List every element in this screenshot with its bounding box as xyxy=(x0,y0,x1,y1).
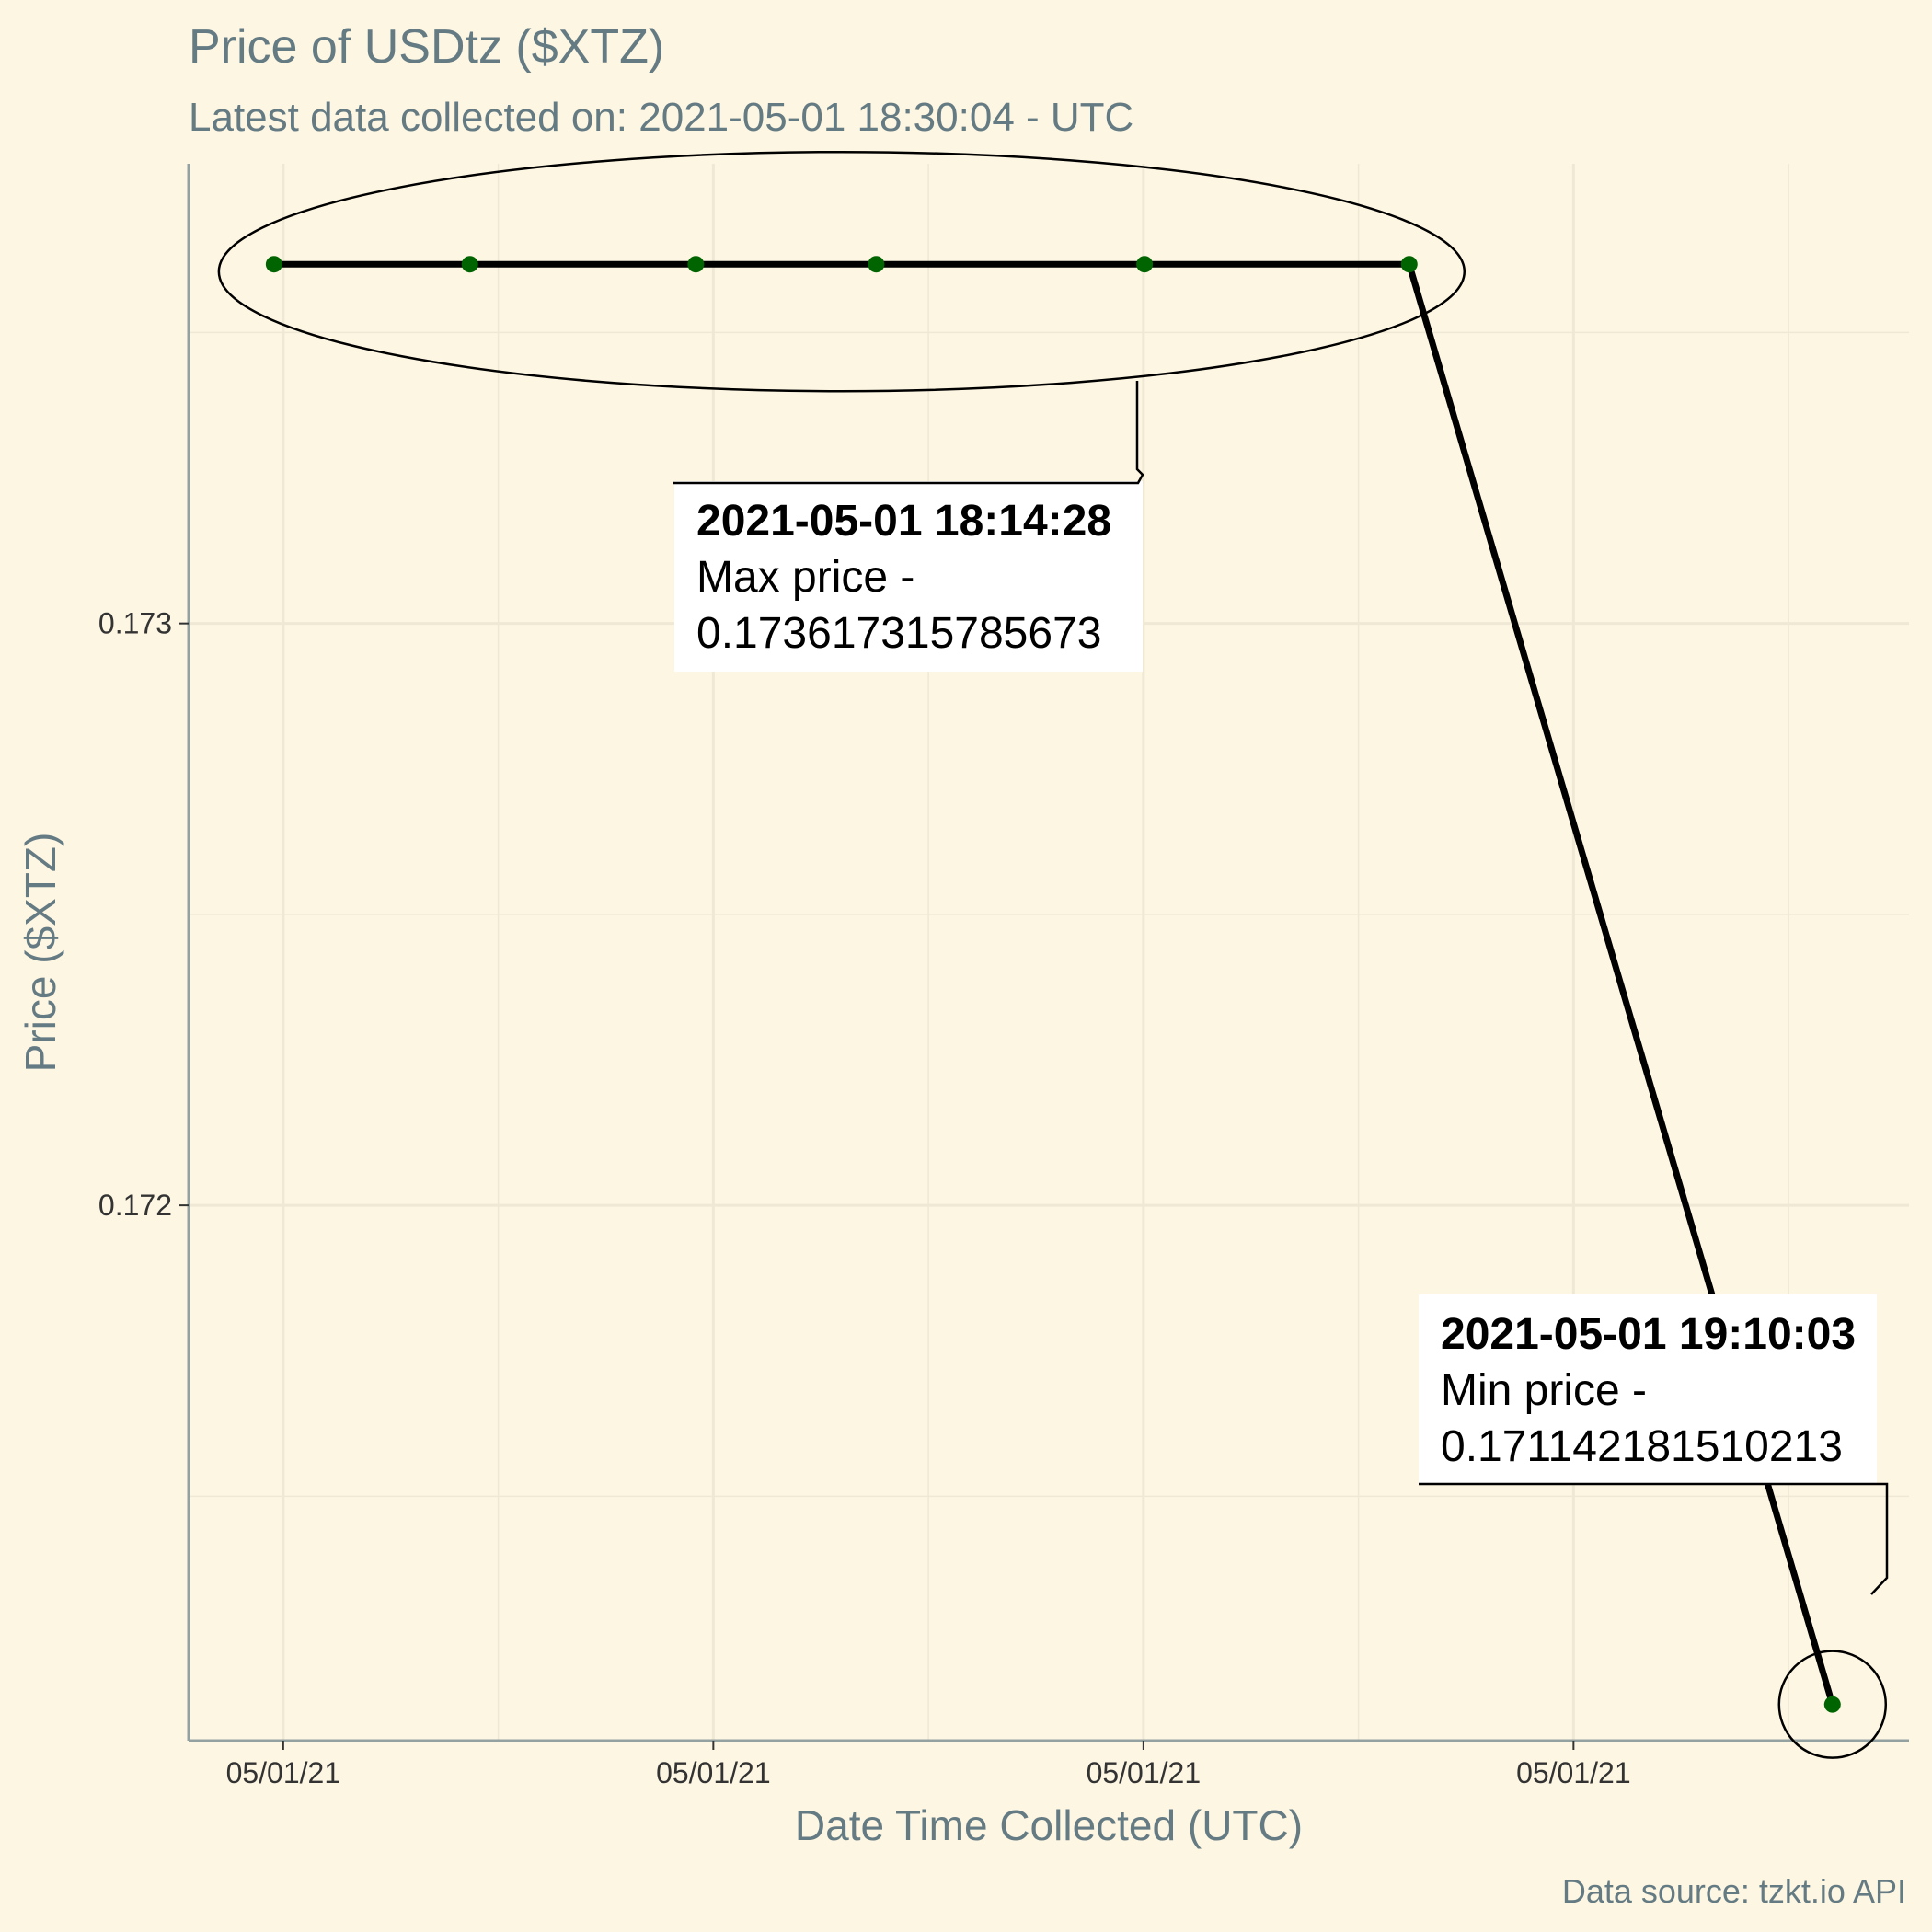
max-label-line: Max price - xyxy=(696,553,914,602)
x-axis-title: Date Time Collected (UTC) xyxy=(795,1801,1303,1849)
data-point xyxy=(687,256,705,273)
max-label-line: 0.173617315785673 xyxy=(696,609,1101,658)
data-point xyxy=(461,256,478,273)
max-label-title: 2021-05-01 18:14:28 xyxy=(696,497,1111,546)
x-tick-label: 05/01/21 xyxy=(226,1756,341,1789)
data-point xyxy=(265,256,282,273)
data-point xyxy=(1823,1696,1841,1713)
y-axis-title: Price ($XTZ) xyxy=(17,833,64,1073)
axis-ticks: 0.172 0.173 05/01/21 05/01/21 05/01/21 05/01/… xyxy=(98,607,1631,1789)
min-label-line: Min price - xyxy=(1441,1366,1647,1415)
x-tick-label: 05/01/21 xyxy=(1087,1756,1202,1789)
annotations: 2021-05-01 18:14:28 Max price - 0.17361731… xyxy=(217,150,1889,1759)
axes xyxy=(187,164,1909,1742)
min-label-title: 2021-05-01 19:10:03 xyxy=(1441,1310,1856,1359)
max-highlight-ellipse xyxy=(217,150,1466,393)
y-tick-label: 0.172 xyxy=(98,1189,172,1222)
data-point xyxy=(868,256,885,273)
data-points xyxy=(265,256,1841,1713)
chart-title: Price of USDtz ($XTZ) xyxy=(189,20,664,74)
min-label-connector xyxy=(1419,1482,1889,1595)
min-highlight-circle xyxy=(1777,1650,1888,1759)
min-label-line: 0.171142181510213 xyxy=(1441,1422,1843,1471)
data-point xyxy=(1400,256,1418,273)
chart-caption: Data source: tzkt.io API xyxy=(1562,1872,1906,1910)
y-tick-label: 0.173 xyxy=(98,607,172,640)
max-label-connector xyxy=(673,381,1144,485)
x-tick-label: 05/01/21 xyxy=(656,1756,771,1789)
min-label-box xyxy=(1419,1294,1877,1483)
max-label-box xyxy=(674,481,1143,672)
chart-subtitle: Latest data collected on: 2021-05-01 18:… xyxy=(189,95,1133,140)
data-point xyxy=(1136,256,1154,273)
x-tick-label: 05/01/21 xyxy=(1516,1756,1631,1789)
